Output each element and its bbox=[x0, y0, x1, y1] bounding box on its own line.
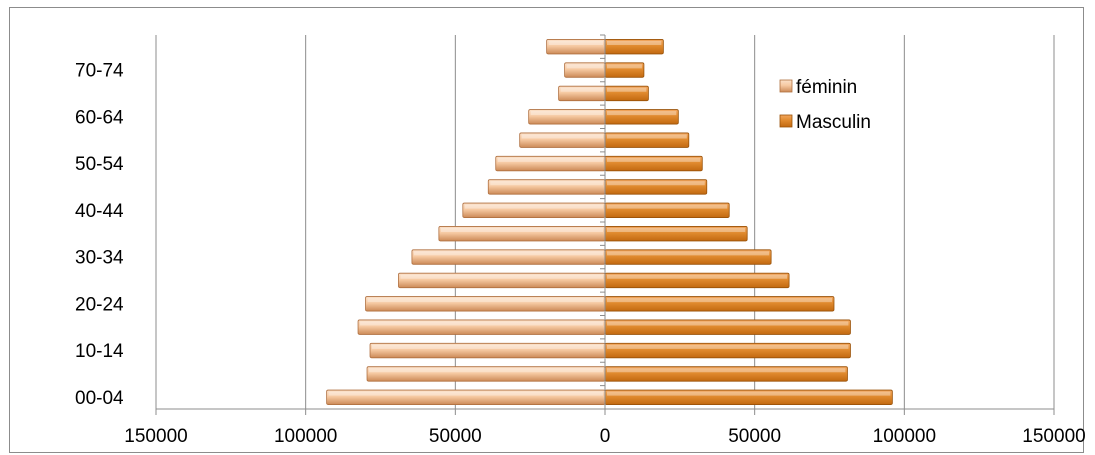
bar-masculin-30-34 bbox=[604, 249, 772, 265]
bar-highlight bbox=[607, 344, 849, 349]
bar-highlight bbox=[607, 40, 662, 45]
bar-highlight bbox=[607, 157, 701, 162]
bar-feminin-60-64 bbox=[528, 109, 606, 125]
bar-highlight bbox=[607, 274, 788, 279]
bar-feminin-00-04 bbox=[326, 389, 606, 405]
bar-highlight bbox=[607, 64, 642, 69]
bar-highlight bbox=[360, 321, 603, 326]
y-tick-label: 40-44 bbox=[75, 201, 124, 222]
bar-masculin-60-64 bbox=[604, 109, 679, 125]
bar-highlight bbox=[566, 64, 603, 69]
bar-highlight bbox=[607, 368, 846, 373]
bar-feminin-30-34 bbox=[411, 249, 606, 265]
bar-masculin-75+ bbox=[604, 39, 664, 55]
y-tick-label: 70-74 bbox=[75, 61, 124, 82]
bar-highlight bbox=[607, 111, 677, 116]
bar-masculin-65-69 bbox=[604, 85, 649, 102]
bar-feminin-20-24 bbox=[365, 296, 606, 312]
bar-highlight bbox=[372, 344, 603, 349]
bar-masculin-10-14 bbox=[604, 342, 851, 359]
bar-feminin-35-39 bbox=[438, 226, 606, 242]
bar-highlight bbox=[367, 298, 603, 303]
chart-area: 150000 100000 50000 0 50000 100000 150000 00-04… bbox=[9, 7, 1085, 453]
bar-masculin-50-54 bbox=[604, 155, 703, 172]
bar-feminin-10-14 bbox=[369, 342, 606, 359]
bar-highlight bbox=[413, 251, 603, 256]
bar-highlight bbox=[497, 157, 603, 162]
bar-masculin-70-74 bbox=[604, 62, 645, 78]
bar-highlight bbox=[530, 111, 603, 116]
bar-feminin-75+ bbox=[546, 39, 606, 55]
bar-highlight bbox=[560, 87, 603, 92]
bar-highlight bbox=[607, 181, 705, 186]
bar-highlight bbox=[607, 251, 770, 256]
bar-highlight bbox=[490, 181, 603, 186]
x-tick-label: 50000 bbox=[728, 426, 781, 447]
y-tick-label: 10-14 bbox=[75, 341, 124, 362]
bar-masculin-20-24 bbox=[604, 296, 835, 312]
bar-feminin-65-69 bbox=[558, 85, 606, 102]
bar-masculin-55-59 bbox=[604, 132, 690, 148]
bar-masculin-25-29 bbox=[604, 272, 790, 289]
y-tick-label: 60-64 bbox=[75, 107, 124, 128]
legend-swatch-masculin bbox=[779, 114, 793, 128]
bar-highlight bbox=[607, 391, 891, 396]
x-tick-label: 100000 bbox=[274, 426, 337, 447]
x-tick-label: 100000 bbox=[873, 426, 936, 447]
bar-highlight bbox=[607, 321, 849, 326]
bar-masculin-35-39 bbox=[604, 226, 748, 242]
bar-highlight bbox=[521, 134, 603, 139]
bar-highlight bbox=[607, 298, 832, 303]
legend: féminin Masculin bbox=[779, 77, 871, 133]
bar-feminin-25-29 bbox=[398, 272, 606, 289]
bar-highlight bbox=[328, 391, 603, 396]
bars bbox=[326, 39, 893, 405]
x-tick-label: 150000 bbox=[1022, 426, 1085, 447]
population-pyramid-chart: 150000 100000 50000 0 50000 100000 15000000-04… bbox=[75, 34, 1085, 447]
y-tick-label: 30-34 bbox=[75, 248, 124, 269]
bar-feminin-05-09 bbox=[366, 366, 606, 382]
bar-highlight bbox=[464, 204, 603, 209]
tick-labels: 150000 100000 50000 0 50000 100000 15000000-04… bbox=[75, 61, 1085, 447]
bar-masculin-40-44 bbox=[604, 202, 730, 218]
bar-highlight bbox=[548, 40, 603, 45]
x-tick-label: 150000 bbox=[124, 426, 187, 447]
bar-masculin-45-49 bbox=[604, 179, 708, 195]
bar-highlight bbox=[607, 134, 687, 139]
legend-swatch-feminin bbox=[779, 79, 793, 93]
bar-masculin-00-04 bbox=[604, 389, 893, 405]
bar-masculin-15-19 bbox=[604, 319, 851, 335]
bar-feminin-40-44 bbox=[462, 202, 606, 218]
y-tick-label: 00-04 bbox=[75, 388, 124, 409]
bar-highlight bbox=[607, 87, 647, 92]
bar-masculin-05-09 bbox=[604, 366, 848, 382]
legend-label-masculin: Masculin bbox=[796, 112, 871, 133]
bar-highlight bbox=[400, 274, 603, 279]
bar-highlight bbox=[369, 368, 603, 373]
legend-label-feminin: féminin bbox=[796, 77, 857, 98]
bar-feminin-45-49 bbox=[487, 179, 606, 195]
axes bbox=[155, 34, 1055, 415]
bar-feminin-50-54 bbox=[495, 155, 606, 172]
x-tick-label: 0 bbox=[600, 426, 611, 447]
bar-highlight bbox=[607, 227, 746, 232]
gridlines bbox=[155, 35, 1055, 409]
bar-feminin-55-59 bbox=[519, 132, 606, 148]
x-tick-label: 50000 bbox=[429, 426, 482, 447]
y-tick-label: 50-54 bbox=[75, 154, 124, 175]
bar-highlight bbox=[440, 227, 603, 232]
bar-feminin-70-74 bbox=[564, 62, 606, 78]
y-tick-label: 20-24 bbox=[75, 294, 124, 315]
bar-feminin-15-19 bbox=[357, 319, 606, 335]
bar-highlight bbox=[607, 204, 728, 209]
